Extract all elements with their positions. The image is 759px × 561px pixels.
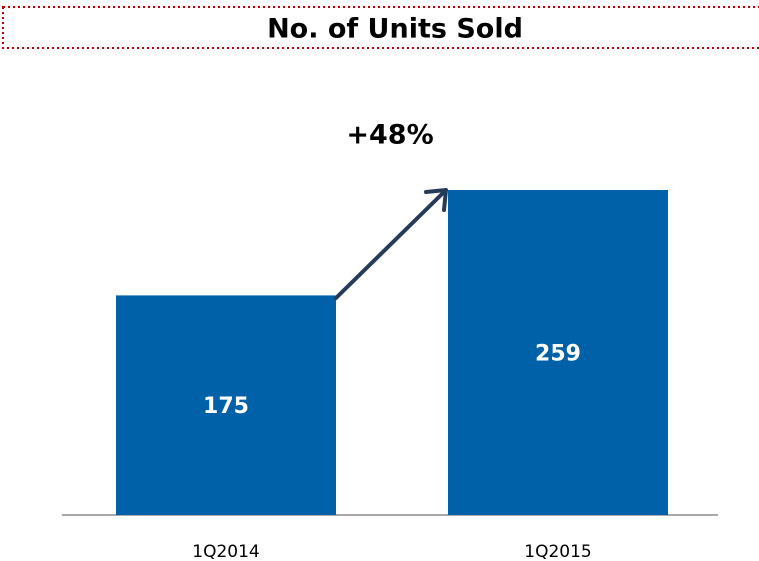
- data-label: 175: [203, 394, 249, 419]
- x-tick-label: 1Q2015: [524, 542, 591, 561]
- x-tick-label: 1Q2014: [192, 542, 259, 561]
- growth-arrow: [334, 188, 448, 300]
- arrow-head: [424, 188, 448, 212]
- title-frame: [2, 6, 759, 49]
- data-label: 259: [535, 342, 581, 367]
- arrow-shaft: [334, 190, 446, 300]
- bar: [116, 295, 336, 515]
- bar: [448, 190, 668, 515]
- annotation: +48%: [346, 120, 433, 151]
- chart-title: No. of Units Sold: [267, 14, 523, 45]
